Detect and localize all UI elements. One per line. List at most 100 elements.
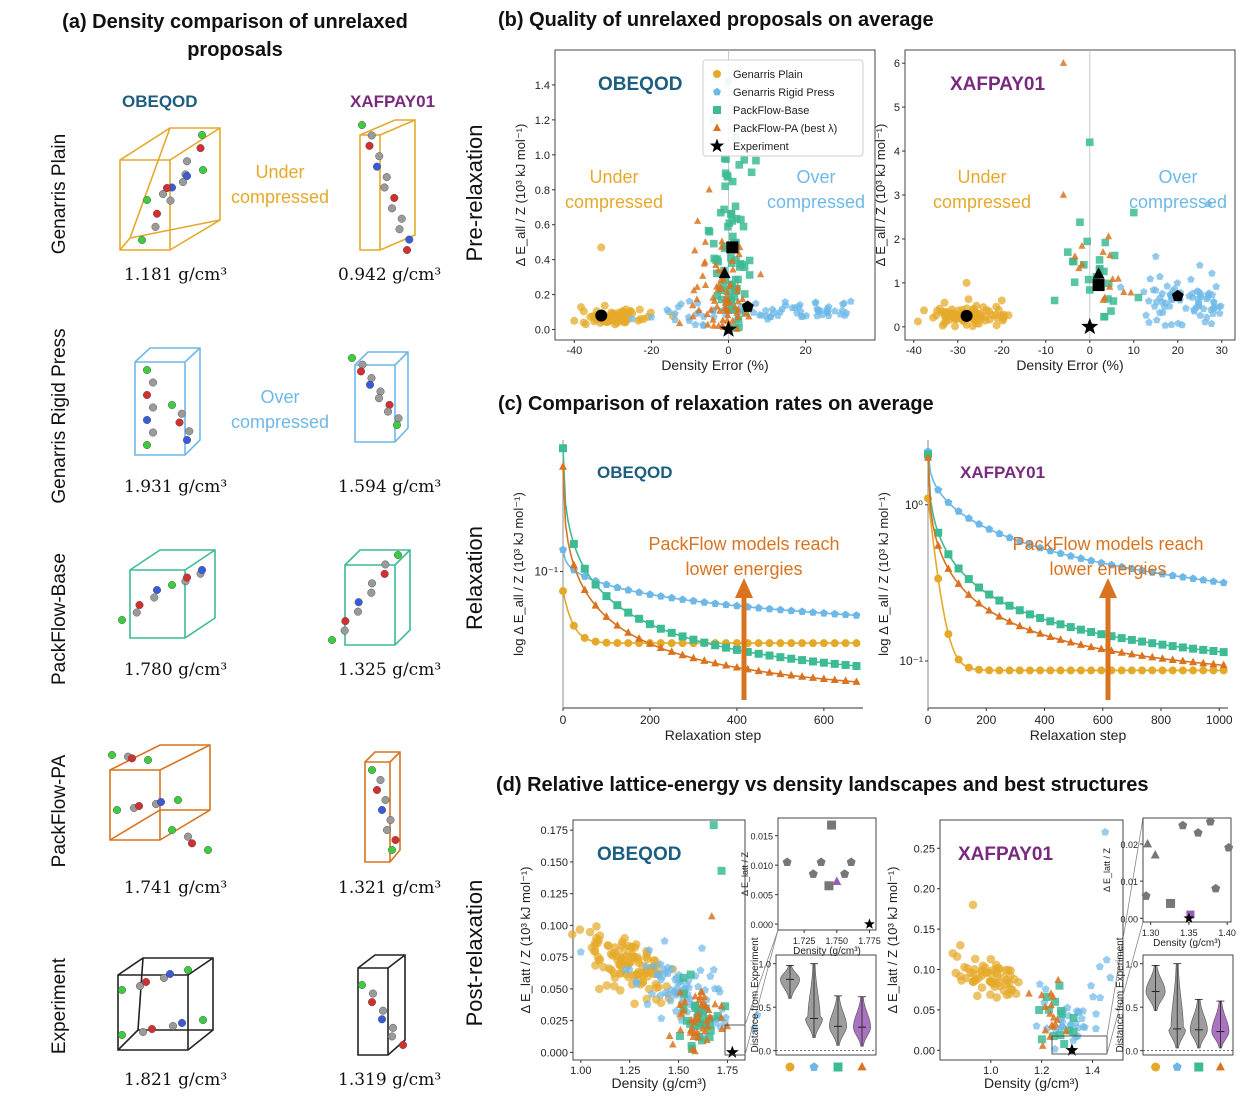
inset-point bbox=[832, 876, 842, 886]
atom bbox=[375, 394, 384, 403]
series-marker-2 bbox=[1056, 620, 1065, 629]
series-marker-0 bbox=[776, 639, 785, 648]
point-rigid bbox=[647, 313, 656, 321]
point-plain bbox=[999, 310, 1008, 319]
annot-over-l2: compressed bbox=[767, 192, 865, 212]
y-tick-label: 0.0 bbox=[535, 325, 550, 337]
atom bbox=[185, 427, 194, 436]
atom bbox=[141, 978, 150, 987]
atom bbox=[379, 1006, 388, 1015]
series-marker-3 bbox=[1199, 658, 1208, 667]
point-rigid bbox=[1116, 283, 1125, 291]
crystal-plain-obeqod bbox=[119, 127, 221, 251]
point-rigid bbox=[653, 970, 662, 978]
atom bbox=[368, 998, 377, 1007]
point-plain bbox=[978, 961, 988, 970]
point-plain bbox=[599, 962, 608, 972]
series-marker-3 bbox=[1015, 621, 1024, 630]
y-tick-label: 0.10 bbox=[914, 964, 935, 976]
y-tick-label: 0.4 bbox=[535, 255, 550, 267]
inset-point bbox=[1211, 883, 1221, 893]
series-marker-2 bbox=[591, 580, 600, 589]
x-tick-label: 600 bbox=[1093, 713, 1113, 727]
series-marker-0 bbox=[1046, 666, 1055, 675]
experiment-star bbox=[725, 1045, 739, 1058]
point-pa bbox=[689, 1032, 698, 1041]
point-pa bbox=[1101, 293, 1109, 301]
point-pa bbox=[709, 315, 717, 323]
point-plain bbox=[975, 319, 984, 328]
series-marker-0 bbox=[1117, 666, 1126, 675]
point-pa bbox=[689, 301, 697, 309]
point-pa bbox=[717, 284, 726, 292]
x-tick-label: 1.40 bbox=[1218, 928, 1236, 938]
series-marker-2 bbox=[1076, 625, 1085, 634]
point-rigid bbox=[1151, 286, 1160, 294]
series-marker-3 bbox=[1138, 651, 1147, 659]
y-tick-label: 0.0 bbox=[758, 1047, 771, 1057]
atom bbox=[182, 573, 191, 582]
y-tick-label: 0.05 bbox=[914, 1005, 935, 1017]
series-marker-2 bbox=[602, 592, 611, 601]
series-marker-1 bbox=[1127, 564, 1136, 573]
point-rigid bbox=[1197, 290, 1205, 298]
point-rigid bbox=[1185, 292, 1193, 300]
point-rigid bbox=[1194, 300, 1203, 308]
panel-a-col-xafpay: XAFPAY01 bbox=[350, 92, 436, 111]
series-marker-3 bbox=[700, 656, 709, 664]
point-pa bbox=[1041, 1026, 1050, 1034]
point-plain bbox=[970, 954, 980, 964]
atom bbox=[165, 970, 174, 979]
axes-d2: 1.0 1.2 1.4 0.00 0.05 0.10 0.15 0.20 0.25 XAFPAY0… bbox=[885, 819, 1124, 1091]
point-pa bbox=[1106, 251, 1114, 259]
point-rigid bbox=[1050, 1044, 1059, 1053]
atom bbox=[134, 802, 143, 811]
point-base bbox=[731, 202, 740, 211]
atom bbox=[198, 165, 207, 174]
point-plain bbox=[962, 973, 971, 983]
point-base bbox=[1050, 296, 1059, 305]
inset-point bbox=[1178, 820, 1188, 830]
series-marker-0 bbox=[1127, 666, 1136, 675]
point-plain bbox=[938, 321, 947, 330]
series-marker-2 bbox=[613, 601, 622, 610]
point-pa bbox=[718, 1024, 726, 1032]
series-marker-0 bbox=[1056, 666, 1065, 675]
point-rigid bbox=[1173, 279, 1182, 287]
x-tick-label: 0 bbox=[925, 713, 932, 727]
series-marker-3 bbox=[1148, 652, 1157, 661]
atom bbox=[365, 141, 374, 150]
y-tick-label: 1.0 bbox=[1125, 960, 1138, 970]
x-tick-label: 200 bbox=[976, 713, 996, 727]
series-marker-0 bbox=[1036, 666, 1045, 675]
series-marker-1 bbox=[613, 583, 622, 591]
y-tick-label: 0.100 bbox=[540, 920, 568, 932]
atom bbox=[358, 120, 367, 129]
point-base bbox=[1100, 267, 1108, 276]
point-pa bbox=[742, 309, 750, 317]
point-base bbox=[709, 821, 718, 830]
point-rigid bbox=[715, 987, 724, 996]
y-tick-label: 1.0 bbox=[758, 960, 771, 970]
point-pa bbox=[701, 281, 710, 289]
x-tick-label: 20 bbox=[799, 345, 811, 357]
point-plain bbox=[1014, 977, 1023, 987]
series-marker-1 bbox=[974, 519, 983, 528]
point-pa bbox=[694, 217, 702, 224]
y-tick-label: 10⁻¹ bbox=[899, 654, 923, 668]
atom bbox=[390, 193, 399, 202]
point-pa bbox=[676, 1000, 684, 1008]
series-marker-0 bbox=[602, 638, 611, 647]
point-plain bbox=[611, 951, 621, 961]
series-marker-2 bbox=[985, 590, 994, 599]
atom bbox=[354, 607, 363, 616]
panel-a-title-line2: proposals bbox=[187, 39, 283, 61]
point-base bbox=[729, 232, 737, 241]
point-rigid bbox=[1101, 827, 1110, 836]
point-plain bbox=[615, 985, 625, 995]
point-pa bbox=[701, 238, 709, 245]
atom bbox=[117, 986, 126, 995]
series-marker-3 bbox=[924, 453, 932, 461]
point-rigid bbox=[686, 994, 695, 1003]
point-pa bbox=[698, 988, 706, 996]
